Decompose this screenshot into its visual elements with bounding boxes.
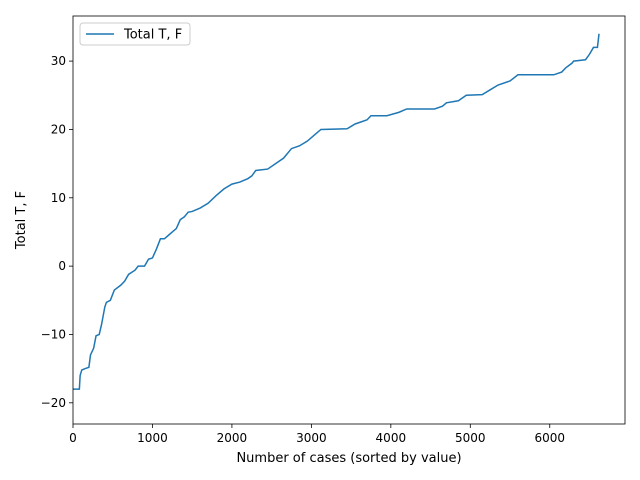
- x-tick-label: 3000: [296, 431, 327, 445]
- x-tick-label: 4000: [376, 431, 407, 445]
- data-line: [73, 33, 600, 390]
- legend-box: [79, 22, 191, 46]
- y-tick-label: 10: [51, 191, 66, 205]
- axes-frame: [72, 15, 626, 425]
- x-tick-label: 0: [69, 431, 77, 445]
- y-tick-label: 20: [51, 122, 66, 136]
- x-axis-label: Number of cases (sorted by value): [236, 451, 461, 466]
- x-tick-label: 6000: [534, 431, 565, 445]
- y-tick-label: 30: [51, 54, 66, 68]
- x-tick-label: 2000: [217, 431, 248, 445]
- y-tick-label: −10: [41, 327, 66, 341]
- legend-label: Total T, F: [123, 28, 182, 43]
- y-tick-label: 0: [58, 259, 66, 273]
- x-tick-label: 1000: [137, 431, 168, 445]
- x-tick-label: 5000: [455, 431, 486, 445]
- y-axis-label: Total T, F: [14, 191, 29, 250]
- y-tick-label: −20: [41, 396, 66, 410]
